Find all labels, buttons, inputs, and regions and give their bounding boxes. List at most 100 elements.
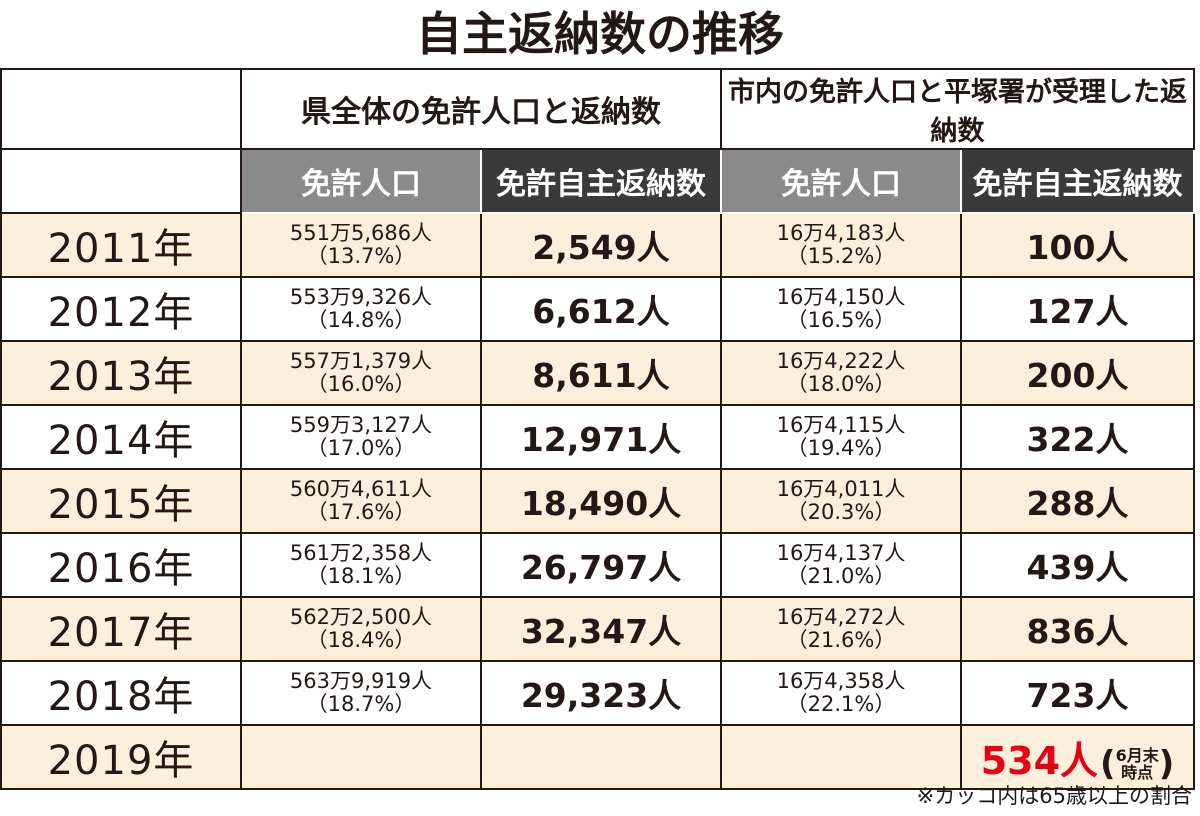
year-cell: 2016年 <box>0 532 242 598</box>
table-row: 2013年 557万1,379人 （16.0%） 8,611人 16万4,222人 （18… <box>0 340 1195 406</box>
data-table: 県全体の免許人口と返納数 市内の免許人口と平塚署が受理した返納数 免許人口 免許… <box>0 68 1195 790</box>
city-return-cell: 836人 <box>960 596 1195 662</box>
city-pop-cell: 16万4,115人 （19.4%） <box>720 404 962 470</box>
pref-pop-pct: （14.8%） <box>306 308 416 332</box>
pref-pop-value: 559万3,127人 <box>289 413 433 437</box>
pref-pop-cell: 551万5,686人 （13.7%） <box>240 212 482 278</box>
pref-return-cell: 2,549人 <box>480 212 722 278</box>
year-cell: 2012年 <box>0 276 242 342</box>
date-note-text: 6月末 時点 <box>1116 747 1159 781</box>
col-header-city-pop: 免許人口 <box>720 148 962 214</box>
paren-open: ( <box>1100 744 1116 784</box>
city-pop-pct: （20.3%） <box>786 500 896 524</box>
pref-pop-value: 563万9,919人 <box>289 669 433 693</box>
pref-pop-value: 551万5,686人 <box>289 221 433 245</box>
table-row: 2012年 553万9,326人 （14.8%） 6,612人 16万4,150人 （16… <box>0 276 1195 342</box>
city-pop-cell: 16万4,011人 （20.3%） <box>720 468 962 534</box>
pref-pop-pct: （18.7%） <box>306 692 416 716</box>
pref-return-cell: 12,971人 <box>480 404 722 470</box>
group-header-city: 市内の免許人口と平塚署が受理した返納数 <box>720 68 1195 150</box>
empty-cell <box>720 724 962 790</box>
empty-cell <box>480 724 722 790</box>
pref-pop-pct: （17.0%） <box>306 436 416 460</box>
pref-pop-cell: 561万2,358人 （18.1%） <box>240 532 482 598</box>
pref-pop-value: 557万1,379人 <box>289 349 433 373</box>
city-pop-pct: （19.4%） <box>786 436 896 460</box>
col-header-pref-return: 免許自主返納数 <box>480 148 722 214</box>
city-pop-value: 16万4,183人 <box>776 221 906 245</box>
table-row: 2016年 561万2,358人 （18.1%） 26,797人 16万4,137人 （2… <box>0 532 1195 598</box>
city-pop-cell: 16万4,150人 （16.5%） <box>720 276 962 342</box>
pref-pop-pct: （16.0%） <box>306 372 416 396</box>
table-row: 2017年 562万2,500人 （18.4%） 32,347人 16万4,272人 （2… <box>0 596 1195 662</box>
year-cell: 2011年 <box>0 212 242 278</box>
pref-return-cell: 18,490人 <box>480 468 722 534</box>
city-pop-value: 16万4,115人 <box>776 413 906 437</box>
date-note-line1: 6月末 <box>1115 746 1159 765</box>
corner-cell <box>0 68 242 150</box>
col-header-city-return: 免許自主返納数 <box>960 148 1195 214</box>
year-cell: 2013年 <box>0 340 242 406</box>
pref-return-cell: 26,797人 <box>480 532 722 598</box>
city-pop-pct: （21.0%） <box>786 564 896 588</box>
city-pop-pct: （21.6%） <box>786 628 896 652</box>
city-return-cell: 127人 <box>960 276 1195 342</box>
year-cell: 2018年 <box>0 660 242 726</box>
pref-return-cell: 29,323人 <box>480 660 722 726</box>
pref-pop-pct: （18.4%） <box>306 628 416 652</box>
col-header-pref-pop: 免許人口 <box>240 148 482 214</box>
corner-cell-2 <box>0 148 242 214</box>
group-header-prefecture: 県全体の免許人口と返納数 <box>240 68 722 150</box>
pref-pop-cell: 563万9,919人 （18.7%） <box>240 660 482 726</box>
city-pop-cell: 16万4,183人 （15.2%） <box>720 212 962 278</box>
city-pop-value: 16万4,137人 <box>776 541 906 565</box>
pref-return-cell: 32,347人 <box>480 596 722 662</box>
pref-pop-cell: 560万4,611人 （17.6%） <box>240 468 482 534</box>
pref-pop-pct: （17.6%） <box>306 500 416 524</box>
city-return-cell: 200人 <box>960 340 1195 406</box>
pref-pop-pct: （18.1%） <box>306 564 416 588</box>
paren-close: ) <box>1158 744 1175 784</box>
city-pop-value: 16万4,222人 <box>776 349 906 373</box>
pref-pop-value: 561万2,358人 <box>289 541 433 565</box>
chart-title: 自主返納数の推移 <box>416 7 784 61</box>
city-pop-value: 16万4,358人 <box>776 669 906 693</box>
table-row: 2011年 551万5,686人 （13.7%） 2,549人 16万4,183人 （15… <box>0 212 1195 278</box>
table-row: 2015年 560万4,611人 （17.6%） 18,490人 16万4,011人 （2… <box>0 468 1195 534</box>
footnote: ※カッコ内は65歳以上の割合 <box>916 784 1192 808</box>
table-row: 2019年 534人(6月末 時点) <box>0 724 1195 790</box>
pref-pop-cell: 557万1,379人 （16.0%） <box>240 340 482 406</box>
year-cell: 2017年 <box>0 596 242 662</box>
city-return-cell: 288人 <box>960 468 1195 534</box>
pref-pop-cell: 553万9,326人 （14.8%） <box>240 276 482 342</box>
year-cell: 2019年 <box>0 724 242 790</box>
city-pop-cell: 16万4,272人 （21.6%） <box>720 596 962 662</box>
city-return-cell: 439人 <box>960 532 1195 598</box>
pref-pop-pct: （13.7%） <box>306 244 416 268</box>
year-cell: 2014年 <box>0 404 242 470</box>
pref-pop-cell: 559万3,127人 （17.0%） <box>240 404 482 470</box>
city-pop-value: 16万4,011人 <box>776 477 906 501</box>
pref-return-cell: 8,611人 <box>480 340 722 406</box>
city-return-cell: 723人 <box>960 660 1195 726</box>
city-pop-value: 16万4,150人 <box>776 285 906 309</box>
date-note-line2: 時点 <box>1121 763 1154 782</box>
pref-pop-cell: 562万2,500人 （18.4%） <box>240 596 482 662</box>
city-return-cell-2019: 534人(6月末 時点) <box>960 724 1195 790</box>
empty-cell <box>240 724 482 790</box>
table-row: 2014年 559万3,127人 （17.0%） 12,971人 16万4,115人 （1… <box>0 404 1195 470</box>
city-pop-pct: （16.5%） <box>786 308 896 332</box>
city-return-cell: 100人 <box>960 212 1195 278</box>
year-cell: 2015年 <box>0 468 242 534</box>
city-pop-cell: 16万4,358人 （22.1%） <box>720 660 962 726</box>
city-pop-cell: 16万4,222人 （18.0%） <box>720 340 962 406</box>
city-pop-pct: （15.2%） <box>786 244 896 268</box>
date-note: (6月末 時点) <box>1100 744 1174 784</box>
city-pop-cell: 16万4,137人 （21.0%） <box>720 532 962 598</box>
pref-return-cell: 6,612人 <box>480 276 722 342</box>
city-pop-pct: （22.1%） <box>786 692 896 716</box>
table-row: 2018年 563万9,919人 （18.7%） 29,323人 16万4,358人 （2… <box>0 660 1195 726</box>
pref-pop-value: 562万2,500人 <box>289 605 433 629</box>
pref-pop-value: 553万9,326人 <box>289 285 433 309</box>
city-pop-pct: （18.0%） <box>786 372 896 396</box>
